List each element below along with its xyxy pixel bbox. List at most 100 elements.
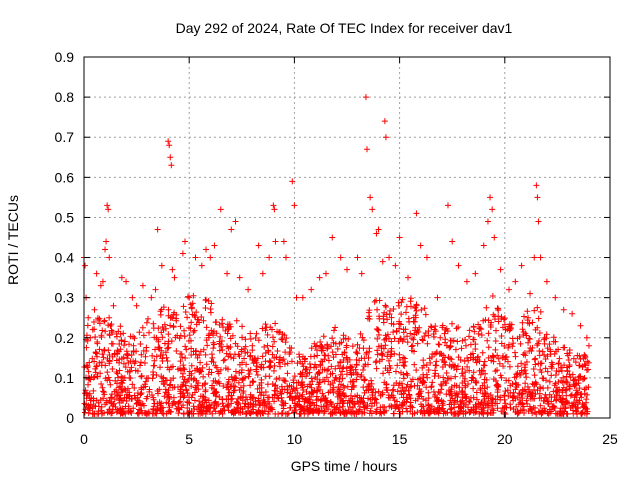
data-point [423,254,430,261]
data-point [332,365,339,372]
data-point [247,391,254,398]
data-point [278,336,285,343]
data-point [552,338,559,345]
data-point [118,274,125,281]
data-point [477,371,484,378]
data-point [362,361,369,368]
data-point [466,327,473,334]
data-point [576,397,583,404]
data-point [506,363,513,370]
data-point [259,325,266,332]
data-point [364,401,371,408]
data-point [566,383,573,390]
data-point [115,389,122,396]
data-point [106,332,113,339]
data-point [470,356,477,363]
data-point [369,206,376,213]
data-point [373,230,380,237]
data-point [535,340,542,347]
data-point [281,377,288,384]
data-point [384,316,391,323]
data-point [160,304,167,311]
data-point [292,387,299,394]
data-point [420,403,427,410]
data-point [545,410,552,417]
data-point [454,338,461,345]
data-point [557,395,564,402]
plot-frame [83,56,611,419]
data-point [159,358,166,365]
data-point [167,322,174,329]
data-point [332,340,339,347]
data-point [159,324,166,331]
data-point [485,395,492,402]
data-point [353,362,360,369]
data-point [452,346,459,353]
data-point [420,395,427,402]
data-point [429,379,436,386]
data-point [164,345,171,352]
data-point [294,360,301,367]
data-point [89,410,96,417]
data-point [137,401,144,408]
data-point [98,362,105,369]
data-point [382,302,389,309]
data-point [534,387,541,394]
data-point [104,369,111,376]
data-point [216,394,223,401]
data-point [526,335,533,342]
data-point [160,380,167,387]
data-point [313,402,320,409]
data-point [127,375,134,382]
data-point [488,319,495,326]
data-point [84,322,91,329]
data-point [97,370,104,377]
data-point [420,357,427,364]
data-point [111,400,118,407]
data-point [101,410,108,417]
data-point [184,314,191,321]
data-point [518,360,525,367]
data-point [219,346,226,353]
data-point [284,370,291,377]
data-point [221,356,228,363]
data-point [137,391,144,398]
data-point [396,380,403,387]
data-point [266,394,273,401]
data-point [329,349,336,356]
data-point [159,404,166,411]
data-point [376,315,383,322]
data-point [572,381,579,388]
data-point [130,348,137,355]
data-point [306,396,313,403]
data-point [329,335,336,342]
data-point [553,348,560,355]
data-point [485,330,492,337]
data-point [391,350,398,357]
data-point [210,328,217,335]
data-point [466,399,473,406]
data-point [478,326,485,333]
data-point [358,395,365,402]
data-point [466,333,473,340]
data-point [524,308,531,315]
data-point [185,376,192,383]
data-point [507,324,514,331]
data-point [111,396,118,403]
data-point [470,336,477,343]
data-point [556,392,563,399]
data-point [532,361,539,368]
data-point [348,371,355,378]
data-point [509,380,516,387]
data-point [181,327,188,334]
data-point [490,396,497,403]
data-point [99,351,106,358]
data-point [227,323,234,330]
data-point [137,359,144,366]
data-point [564,410,571,417]
data-point [311,340,318,347]
data-point [392,368,399,375]
data-point [187,325,194,332]
data-point [169,363,176,370]
data-point [190,410,197,417]
